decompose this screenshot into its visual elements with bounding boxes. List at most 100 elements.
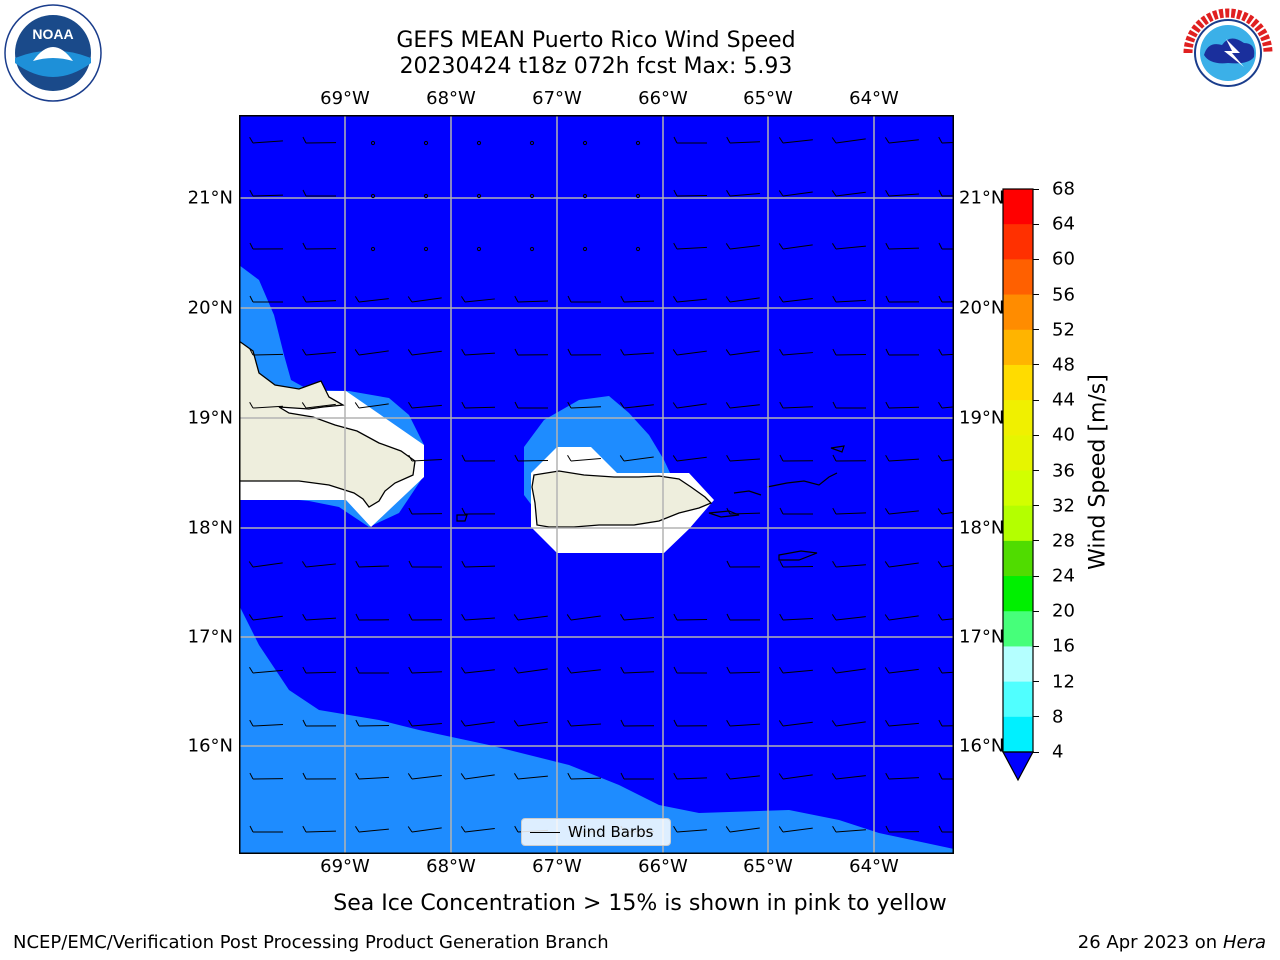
wind-barb xyxy=(407,296,442,303)
calm-wind-marker xyxy=(476,140,482,146)
wind-barb xyxy=(884,561,919,568)
wind-barb xyxy=(672,349,707,356)
wind-barb xyxy=(778,137,813,144)
wind-barb xyxy=(249,136,283,144)
wind-barb xyxy=(831,667,866,674)
colorbar-label: Wind Speed [m/s] xyxy=(1085,374,1111,570)
wind-barb xyxy=(937,561,954,568)
colorbar-tick-mark xyxy=(1033,470,1039,471)
wind-barb xyxy=(885,242,920,250)
wind-barb xyxy=(673,613,708,621)
colorbar-extend-arrow xyxy=(1001,751,1035,782)
wind-barb xyxy=(514,773,548,780)
lon-label-top-64w: 64°W xyxy=(849,88,899,109)
colorbar-tick-mark xyxy=(1033,681,1039,683)
wind-barb xyxy=(302,613,336,621)
wind-barb xyxy=(725,243,760,250)
wind-barb xyxy=(726,190,760,197)
wind-barb xyxy=(831,190,866,197)
wind-barb xyxy=(567,295,602,303)
wind-barb xyxy=(408,560,443,568)
wind-barb xyxy=(461,613,495,621)
wind-barb xyxy=(249,295,284,303)
noaa-logo: NOAA xyxy=(4,4,102,102)
calm-wind-marker xyxy=(529,140,535,146)
wind-barb xyxy=(460,826,495,833)
wind-barb xyxy=(832,507,866,515)
colorbar-cell xyxy=(1003,435,1033,471)
wind-barb xyxy=(938,719,954,727)
wind-barb xyxy=(620,666,654,674)
wind-barb xyxy=(937,455,954,462)
colorbar-tick-mark xyxy=(1033,223,1039,225)
wind-barb xyxy=(408,613,443,621)
calm-wind-marker xyxy=(635,193,641,199)
colorbar-cell xyxy=(1003,470,1033,507)
colorbar-tick-label: 32 xyxy=(1052,495,1075,517)
lat-label-left-17n: 17°N xyxy=(187,626,233,648)
lon-label-bottom-67w: 67°W xyxy=(532,856,582,877)
calm-wind-marker xyxy=(423,246,429,252)
colorbar-tick-label: 4 xyxy=(1052,741,1064,763)
wind-barb xyxy=(673,719,708,727)
wind-barb xyxy=(302,825,337,833)
lat-label-left-21n: 21°N xyxy=(187,187,233,209)
wind-barb xyxy=(514,454,549,462)
colorbar-tick-label: 8 xyxy=(1052,706,1064,728)
wind-barb xyxy=(885,348,920,356)
wind-barb xyxy=(408,402,442,409)
wind-barb xyxy=(461,507,496,515)
colorbar-tick-mark xyxy=(1033,399,1039,401)
calm-wind-marker xyxy=(582,140,588,146)
wind-barb xyxy=(673,825,707,833)
wind-barb xyxy=(938,772,954,780)
wind-barb xyxy=(725,773,760,780)
wind-barb xyxy=(778,243,813,250)
wind-barb-legend-line xyxy=(530,831,560,833)
calm-wind-marker xyxy=(529,246,535,252)
lat-label-right-21n: 21°N xyxy=(959,187,1005,209)
colorbar-cell xyxy=(1003,505,1033,542)
wind-barb xyxy=(885,401,920,409)
calm-wind-marker xyxy=(370,140,376,146)
map-legend: Wind Barbs xyxy=(521,818,671,846)
colorbar-tick-mark xyxy=(1033,434,1039,436)
lat-label-left-18n: 18°N xyxy=(187,517,233,539)
lat-label-right-18n: 18°N xyxy=(959,517,1005,539)
wind-barb xyxy=(725,349,760,356)
calm-wind-marker xyxy=(635,246,641,252)
wind-barb xyxy=(249,401,283,409)
hispaniola-land xyxy=(239,340,416,508)
wind-barb xyxy=(302,772,337,780)
wind-barb xyxy=(938,189,954,197)
lat-label-left-16n: 16°N xyxy=(187,735,233,757)
colorbar-tick-mark xyxy=(1033,329,1039,331)
wind-barb xyxy=(726,666,761,674)
wind-barb xyxy=(938,666,954,674)
colorbar-tick-mark xyxy=(1033,575,1039,577)
wind-barb xyxy=(779,667,813,674)
calm-wind-marker xyxy=(582,193,588,199)
wind-barb xyxy=(884,667,919,674)
colorbar-tick-label: 28 xyxy=(1052,530,1075,552)
wind-barb xyxy=(673,242,707,250)
wind-barb xyxy=(461,348,495,356)
wind-barb xyxy=(567,401,601,409)
wind-barb xyxy=(725,826,760,833)
colorbar-tick-label: 52 xyxy=(1052,319,1075,341)
colorbar-tick-mark xyxy=(1033,188,1039,190)
wind-barb xyxy=(355,826,389,833)
wind-barb xyxy=(302,295,336,303)
wind-barb xyxy=(355,666,390,674)
wind-barb xyxy=(885,454,919,462)
wind-barb xyxy=(726,507,761,515)
wind-barb xyxy=(460,773,495,780)
colorbar-tick-label: 60 xyxy=(1052,248,1075,270)
colorbar-cell xyxy=(1003,224,1033,260)
wind-barb xyxy=(885,772,919,780)
colorbar-tick-mark xyxy=(1033,294,1039,296)
wind-barb xyxy=(566,667,601,674)
noaa-logo-text: NOAA xyxy=(32,26,73,42)
wind-barb xyxy=(302,136,337,144)
wind-barb xyxy=(832,243,866,250)
